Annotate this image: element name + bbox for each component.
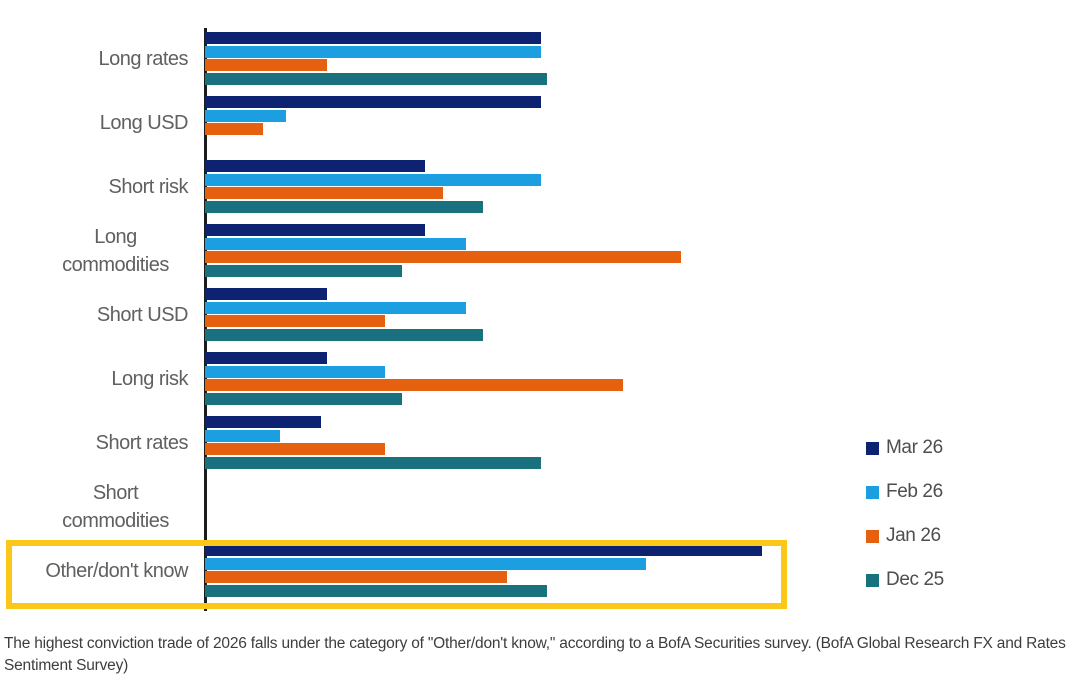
caption: The highest conviction trade of 2026 fal… [4, 635, 1066, 675]
category-row: Short risk [0, 160, 785, 214]
highlight-box [6, 540, 787, 609]
bar-dec-25 [205, 584, 548, 597]
category-label: Short rates [95, 432, 189, 454]
category-label: Short USD [96, 304, 189, 326]
category-label: Long commodities [62, 226, 169, 276]
bar-mar-26 [205, 416, 321, 428]
bar-feb-26 [205, 365, 385, 378]
row-bars [205, 96, 785, 150]
legend-label: Dec 25 [886, 569, 944, 590]
bar-jan-26 [205, 251, 681, 263]
bar-rows: Long rates Long USD Short risk Long commodi… [0, 32, 785, 608]
row-bars [205, 160, 785, 214]
category-label: Long rates [98, 48, 188, 70]
category-label: Short commodities [62, 482, 169, 532]
legend-item: Jan 26 [866, 525, 944, 547]
bar-feb-26 [205, 237, 466, 250]
category-row: Long USD [0, 96, 785, 150]
legend-item: Mar 26 [866, 437, 944, 459]
bar-dec-25 [205, 200, 484, 213]
category-label-cell: Short USD [0, 288, 205, 342]
row-bars [205, 480, 785, 534]
bar-jan-26 [205, 59, 327, 71]
legend-item: Feb 26 [866, 481, 944, 503]
bar-dec-25 [205, 264, 403, 277]
bar-mar-26 [205, 352, 327, 364]
legend-swatch-icon [866, 529, 879, 543]
bar-mar-26 [205, 96, 542, 108]
bar-feb-26 [205, 557, 646, 570]
category-label-cell: Other/don't know [0, 544, 205, 598]
bar-jan-26 [205, 315, 385, 327]
category-row: Long commodities [0, 224, 785, 278]
bar-mar-26 [205, 288, 327, 300]
category-label-cell: Short commodities [0, 480, 205, 534]
legend: Mar 26 Feb 26 Jan 26 Dec 25 [866, 437, 944, 591]
legend-swatch-icon [866, 485, 879, 499]
row-bars [205, 32, 785, 86]
category-label-cell: Long rates [0, 32, 205, 86]
legend-swatch-icon [866, 573, 879, 587]
category-row: Short rates [0, 416, 785, 470]
category-label: Short risk [108, 176, 189, 198]
bar-mar-26 [205, 32, 542, 44]
category-label-cell: Short risk [0, 160, 205, 214]
category-label-cell: Short rates [0, 416, 205, 470]
legend-swatch-icon [866, 441, 879, 455]
category-label-cell: Long risk [0, 352, 205, 406]
bar-jan-26 [205, 571, 507, 583]
category-row: Long rates [0, 32, 785, 86]
bar-mar-26 [205, 160, 426, 172]
category-label-cell: Long USD [0, 96, 205, 150]
category-row: Other/don't know [0, 544, 785, 598]
category-label: Other/don't know [45, 560, 188, 582]
legend-label: Mar 26 [886, 437, 943, 458]
category-row: Short commodities [0, 480, 785, 534]
bar-jan-26 [205, 379, 623, 391]
bar-jan-26 [205, 123, 263, 135]
bar-feb-26 [205, 429, 281, 442]
bar-mar-26 [205, 544, 762, 556]
bar-dec-25 [205, 456, 542, 469]
bar-feb-26 [205, 109, 287, 122]
category-label-cell: Long commodities [0, 224, 205, 278]
bar-dec-25 [205, 392, 403, 405]
bar-mar-26 [205, 224, 426, 236]
row-bars [205, 352, 785, 406]
category-label: Long USD [99, 112, 189, 134]
bar-dec-25 [205, 328, 484, 341]
bar-jan-26 [205, 443, 385, 455]
row-bars [205, 416, 785, 470]
bar-feb-26 [205, 173, 542, 186]
bar-jan-26 [205, 187, 443, 199]
legend-label: Jan 26 [886, 525, 941, 546]
row-bars [205, 224, 785, 278]
bar-dec-25 [205, 72, 548, 85]
row-bars [205, 288, 785, 342]
category-row: Long risk [0, 352, 785, 406]
legend-item: Dec 25 [866, 569, 944, 591]
row-bars [205, 544, 785, 598]
legend-label: Feb 26 [886, 481, 943, 502]
bar-feb-26 [205, 45, 542, 58]
category-row: Short USD [0, 288, 785, 342]
category-label: Long risk [111, 368, 188, 390]
bar-feb-26 [205, 301, 466, 314]
